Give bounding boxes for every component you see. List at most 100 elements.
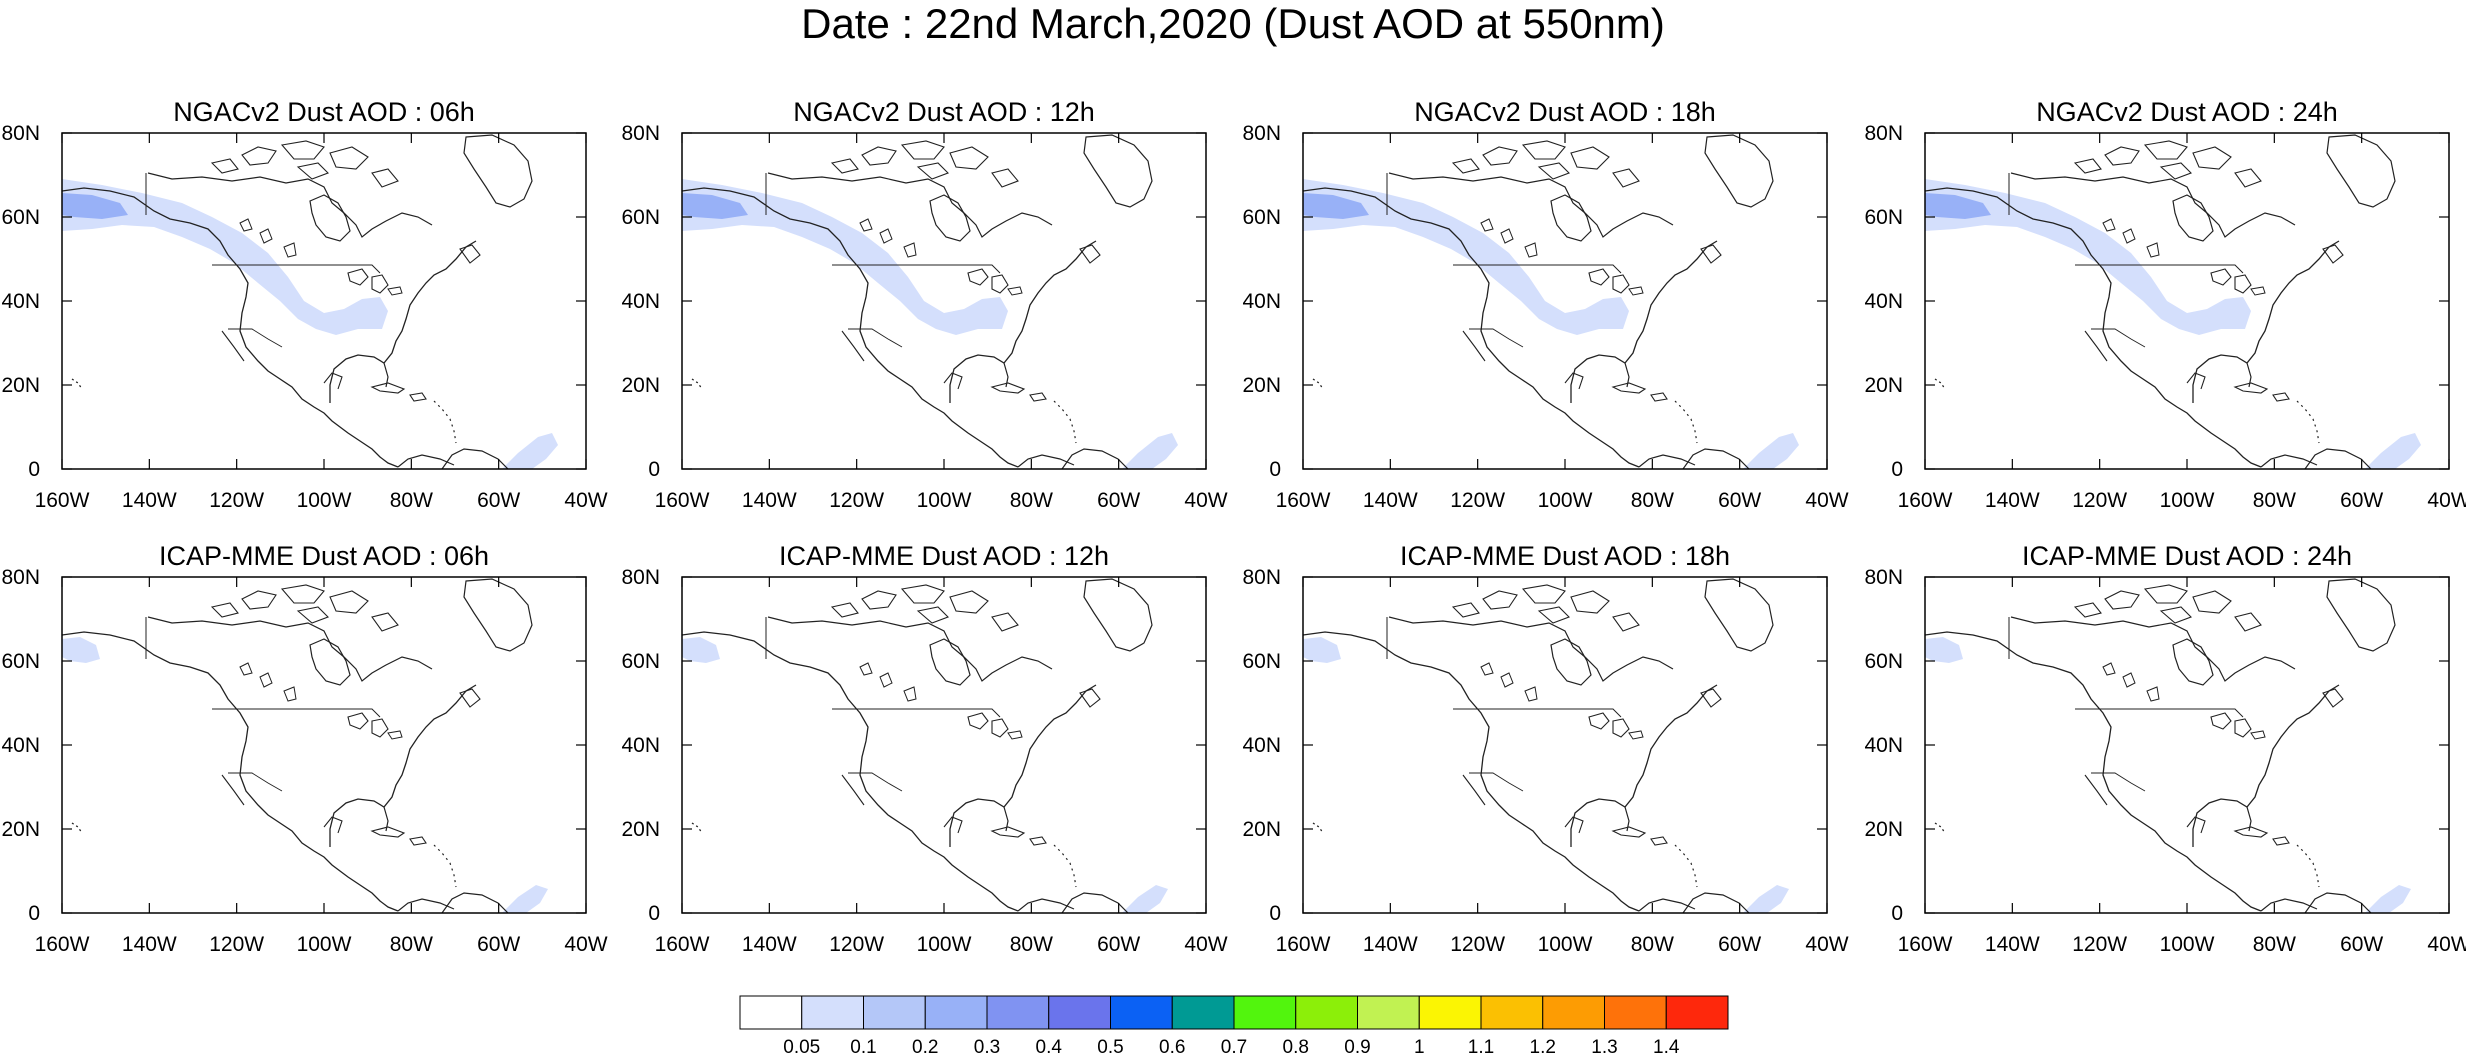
colorbar-label: 0.4 <box>1036 1037 1063 1056</box>
y-tick-label: 60N <box>1242 206 1281 229</box>
dust-plume <box>1743 433 1799 469</box>
colorbar-label: 0.1 <box>850 1037 876 1056</box>
x-tick-label: 40W <box>1184 933 1227 956</box>
x-tick-label: 160W <box>1276 489 1331 512</box>
x-tick-label: 40W <box>2427 489 2466 512</box>
map-area <box>62 577 586 913</box>
x-tick-label: 40W <box>1805 933 1848 956</box>
y-tick-label: 0 <box>28 458 40 481</box>
colorbar-label: 0.6 <box>1159 1037 1185 1056</box>
map-area <box>1303 577 1827 913</box>
dust-plume <box>1743 885 1789 913</box>
map-panel-3: NGACv2 Dust AOD : 18h 160W 140W 120W 100W 80W… <box>1242 97 1848 512</box>
x-tick-label: 140W <box>1363 933 1418 956</box>
x-tick-label: 60W <box>1097 489 1140 512</box>
x-tick-label: 140W <box>1363 489 1418 512</box>
panel-title: NGACv2 Dust AOD : 24h <box>2036 97 2338 127</box>
y-tick-label: 40N <box>621 734 660 757</box>
y-tick-label: 60N <box>621 650 660 673</box>
x-tick-label: 140W <box>122 489 177 512</box>
colorbar-label: 0.3 <box>974 1037 1000 1056</box>
colorbar-label: 1.3 <box>1591 1037 1617 1056</box>
x-tick-label: 140W <box>742 489 797 512</box>
x-tick-label: 100W <box>297 933 352 956</box>
y-tick-label: 0 <box>1891 458 1903 481</box>
colorbar-swatch <box>1542 995 1605 1030</box>
map-panel-8: ICAP-MME Dust AOD : 24h 160W 140W 120W 100W 8… <box>1864 541 2466 956</box>
colorbar-swatch <box>801 995 864 1030</box>
map-area <box>1925 577 2449 913</box>
colorbar-label: 0.7 <box>1221 1037 1247 1056</box>
colorbar-label: 1.2 <box>1530 1037 1556 1056</box>
dust-plume <box>2365 885 2411 913</box>
y-tick-label: 80N <box>621 122 660 145</box>
map-area <box>62 133 586 469</box>
panel-title: NGACv2 Dust AOD : 12h <box>793 97 1095 127</box>
colorbar-swatch <box>1048 995 1111 1030</box>
y-tick-label: 20N <box>621 374 660 397</box>
map-panel-2: NGACv2 Dust AOD : 12h 160W 140W 120W 100W 80W… <box>621 97 1227 512</box>
dust-plume <box>1925 179 2251 335</box>
y-tick-label: 0 <box>1269 458 1281 481</box>
y-tick-label: 0 <box>28 902 40 925</box>
x-tick-label: 140W <box>1985 933 2040 956</box>
colorbar-swatch <box>1480 995 1544 1030</box>
y-tick-label: 60N <box>1 206 40 229</box>
colorbar-swatch <box>1357 995 1420 1030</box>
y-tick-label: 40N <box>621 290 660 313</box>
colorbar-swatch <box>1171 995 1235 1030</box>
x-tick-label: 120W <box>1450 489 1505 512</box>
y-tick-label: 20N <box>621 818 660 841</box>
x-tick-label: 160W <box>1276 933 1331 956</box>
x-tick-label: 80W <box>2253 933 2296 956</box>
dust-plume-core <box>1925 193 1991 219</box>
y-tick-label: 20N <box>1242 818 1281 841</box>
dust-plume <box>502 885 548 913</box>
figure-title: Date : 22nd March,2020 (Dust AOD at 550n… <box>801 0 1665 47</box>
x-tick-label: 100W <box>1538 933 1593 956</box>
map-area <box>1925 133 2449 469</box>
x-tick-label: 80W <box>1631 489 1674 512</box>
map-area <box>682 577 1206 913</box>
map-panel-1: NGACv2 Dust AOD : 06h 160W 140W 120W 100W 80W… <box>1 97 607 512</box>
map-panel-5: ICAP-MME Dust AOD : 06h 160W 140W 120W 100W 8… <box>1 541 607 956</box>
dust-plume <box>2365 433 2421 469</box>
dust-plume <box>1303 179 1629 335</box>
dust-plume <box>682 179 1008 335</box>
map-panel-7: ICAP-MME Dust AOD : 18h 160W 140W 120W 100W 8… <box>1242 541 1848 956</box>
colorbar-label: 0.5 <box>1097 1037 1123 1056</box>
y-tick-label: 20N <box>1864 374 1903 397</box>
x-tick-label: 40W <box>564 933 607 956</box>
colorbar-label: 0.2 <box>912 1037 938 1056</box>
y-tick-label: 0 <box>648 902 660 925</box>
x-tick-label: 80W <box>1631 933 1674 956</box>
colorbar-swatch <box>1233 995 1297 1030</box>
x-tick-label: 120W <box>1450 933 1505 956</box>
dust-plume <box>1925 637 1963 663</box>
x-tick-label: 140W <box>1985 489 2040 512</box>
y-tick-label: 40N <box>1864 290 1903 313</box>
x-tick-label: 160W <box>1898 933 1953 956</box>
x-tick-label: 80W <box>390 489 433 512</box>
x-tick-label: 140W <box>122 933 177 956</box>
x-tick-label: 160W <box>35 489 90 512</box>
y-tick-label: 20N <box>1864 818 1903 841</box>
dust-plume-core <box>1303 193 1369 219</box>
colorbar-label: 1 <box>1414 1037 1425 1056</box>
x-tick-label: 160W <box>35 933 90 956</box>
y-tick-label: 40N <box>1 734 40 757</box>
dust-plume <box>1303 637 1341 663</box>
y-tick-label: 40N <box>1864 734 1903 757</box>
y-tick-label: 60N <box>1864 206 1903 229</box>
colorbar-swatch <box>986 995 1050 1030</box>
x-tick-label: 80W <box>1010 489 1053 512</box>
x-tick-label: 120W <box>209 489 264 512</box>
colorbar-swatch <box>924 995 988 1030</box>
x-tick-label: 100W <box>297 489 352 512</box>
x-tick-label: 60W <box>2340 933 2383 956</box>
x-tick-label: 160W <box>655 933 710 956</box>
y-tick-label: 20N <box>1 818 40 841</box>
dust-plume <box>502 433 558 469</box>
colorbar-swatch <box>863 995 926 1030</box>
x-tick-label: 60W <box>2340 489 2383 512</box>
